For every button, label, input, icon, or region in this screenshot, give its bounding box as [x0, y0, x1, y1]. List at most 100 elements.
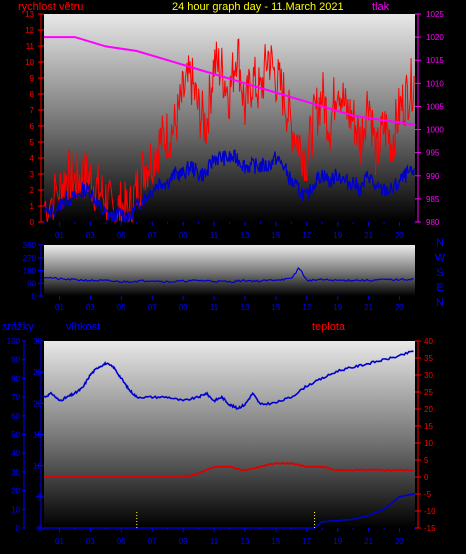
mid-x-tick-label: 03 [86, 303, 95, 312]
pressure-line [44, 36, 416, 126]
pressure-tick-label: 1010 [426, 79, 444, 88]
direction-tick-label: 360 [23, 241, 37, 250]
top-x-tick-label: 07 [148, 231, 157, 240]
chart-title: 24 hour graph day - 11.March 2021 [172, 1, 344, 13]
temp-tick-label: 5 [424, 456, 429, 465]
rain-tick-label: 80 [11, 374, 20, 383]
top-x-tick-label: 05 [117, 231, 126, 240]
wind-tick-label: 4 [30, 154, 35, 163]
temp-tick-label: 25 [424, 388, 433, 397]
temp-tick-label: -5 [424, 490, 432, 499]
temp-tick-label: 10 [424, 439, 433, 448]
rain-accum-line [44, 492, 416, 529]
bottom-x-tick-label: 21 [364, 537, 373, 546]
bottom-x-tick-label: 15 [271, 537, 280, 546]
wind-direction-series [43, 266, 414, 284]
top-x-tick-label: 21 [364, 231, 373, 240]
wind-tick-label: 2 [30, 186, 35, 195]
top-x-tick-label: 19 [333, 231, 342, 240]
bottom-x-tick-label: 09 [179, 537, 188, 546]
wind-tick-label: 12 [25, 26, 34, 35]
pressure-tick-label: 1025 [426, 10, 444, 19]
temp-tick-label: 15 [424, 422, 433, 431]
rain-humidity-temp-series [43, 350, 416, 529]
bottom-x-tick-label: 11 [210, 537, 219, 546]
rain-tick-label: 100 [7, 337, 21, 346]
mid-x-tick-label: 07 [148, 303, 157, 312]
bottom-x-tick-label: 19 [333, 537, 342, 546]
top-x-tick-label: 11 [210, 231, 219, 240]
temp-tick-label: 30 [424, 371, 433, 380]
wind-tick-label: 5 [30, 138, 35, 147]
top-x-tick-label: 15 [271, 231, 280, 240]
rain-tick-label: 60 [11, 412, 20, 421]
compass-e-label: E [436, 282, 443, 294]
wind-tick-label: 8 [30, 90, 35, 99]
humidity-line [43, 350, 414, 410]
pressure-axis-ticks: 980 985 990 995 1000 1005 1010 1015 1020 1025 [415, 10, 444, 227]
wind-tick-label: 0 [30, 218, 35, 227]
pressure-tick-label: 985 [426, 195, 440, 204]
rain-tick-label: 0 [16, 524, 21, 533]
compass-n-label: N [436, 237, 444, 249]
bottom-x-tick-label: 05 [117, 537, 126, 546]
wind-tick-label: 11 [26, 42, 35, 51]
bottom-x-tick-label: 07 [148, 537, 157, 546]
temp-tick-label: -15 [424, 524, 436, 533]
wind-speed-label: rychlost větru [18, 1, 83, 13]
rain-tick-label: 30 [11, 468, 20, 477]
rain-tick-label: 90 [11, 356, 20, 365]
compass-w-label: W [435, 252, 446, 264]
pressure-tick-label: 1020 [426, 33, 444, 42]
top-x-tick-label: 17 [302, 231, 311, 240]
mid-x-tick-label: 13 [241, 303, 250, 312]
mid-x-tick-label: 11 [210, 303, 219, 312]
pressure-tick-label: 1015 [426, 56, 444, 65]
wind-tick-label: 1 [30, 202, 35, 211]
rain-tick-label: 20 [11, 487, 20, 496]
pressure-tick-label: 990 [426, 172, 440, 181]
mid-x-axis-ticks: 01 03 05 07 09 11 13 15 17 19 21 23 [55, 296, 405, 312]
mid-x-tick-label: 09 [179, 303, 188, 312]
direction-tick-label: 0 [32, 292, 37, 301]
top-x-tick-label: 01 [55, 231, 64, 240]
pressure-tick-label: 1000 [426, 126, 444, 135]
wind-tick-label: 13 [25, 10, 34, 19]
rain-humidity-temp-plot-area [44, 341, 415, 528]
top-x-tick-label: 23 [395, 231, 404, 240]
temp-tick-label: 35 [424, 354, 433, 363]
temperature-axis-ticks: -15 -10 -5 0 5 10 15 20 25 30 35 40 [415, 337, 436, 533]
bottom-x-tick-label: 17 [302, 537, 311, 546]
compass-n-label: N [436, 297, 444, 309]
mid-x-tick-label: 17 [302, 303, 311, 312]
wind-average-line [43, 149, 415, 225]
mid-x-tick-label: 15 [271, 303, 280, 312]
temperature-line [44, 461, 414, 478]
rain-tick-label: 40 [11, 449, 20, 458]
bottom-x-axis-ticks: 01 03 05 07 09 11 13 15 17 19 21 23 [43, 528, 416, 546]
wind-tick-label: 9 [30, 74, 35, 83]
mid-x-tick-label: 01 [55, 303, 64, 312]
direction-tick-label: 90 [27, 279, 36, 288]
mid-x-tick-label: 05 [117, 303, 126, 312]
compass-s-label: S [436, 267, 443, 279]
pressure-tick-label: 995 [426, 149, 440, 158]
top-x-tick-label: 13 [241, 231, 250, 240]
temp-tick-label: 40 [424, 337, 433, 346]
wind-gust-line [43, 38, 415, 224]
temp-tick-label: -10 [424, 507, 436, 516]
mid-x-tick-label: 21 [364, 303, 373, 312]
top-x-axis-ticks: 01 03 05 07 09 11 13 15 17 19 21 23 [43, 222, 416, 240]
bottom-x-tick-label: 13 [241, 537, 250, 546]
rain-tick-label: 50 [11, 431, 20, 440]
wind-tick-label: 7 [30, 106, 35, 115]
wind-tick-label: 10 [25, 58, 34, 67]
rain-tick-label: 10 [11, 505, 20, 514]
wind-tick-label: 6 [30, 122, 35, 131]
direction-tick-label: 180 [23, 267, 37, 276]
mid-x-tick-label: 19 [333, 303, 342, 312]
top-x-tick-label: 09 [179, 231, 188, 240]
